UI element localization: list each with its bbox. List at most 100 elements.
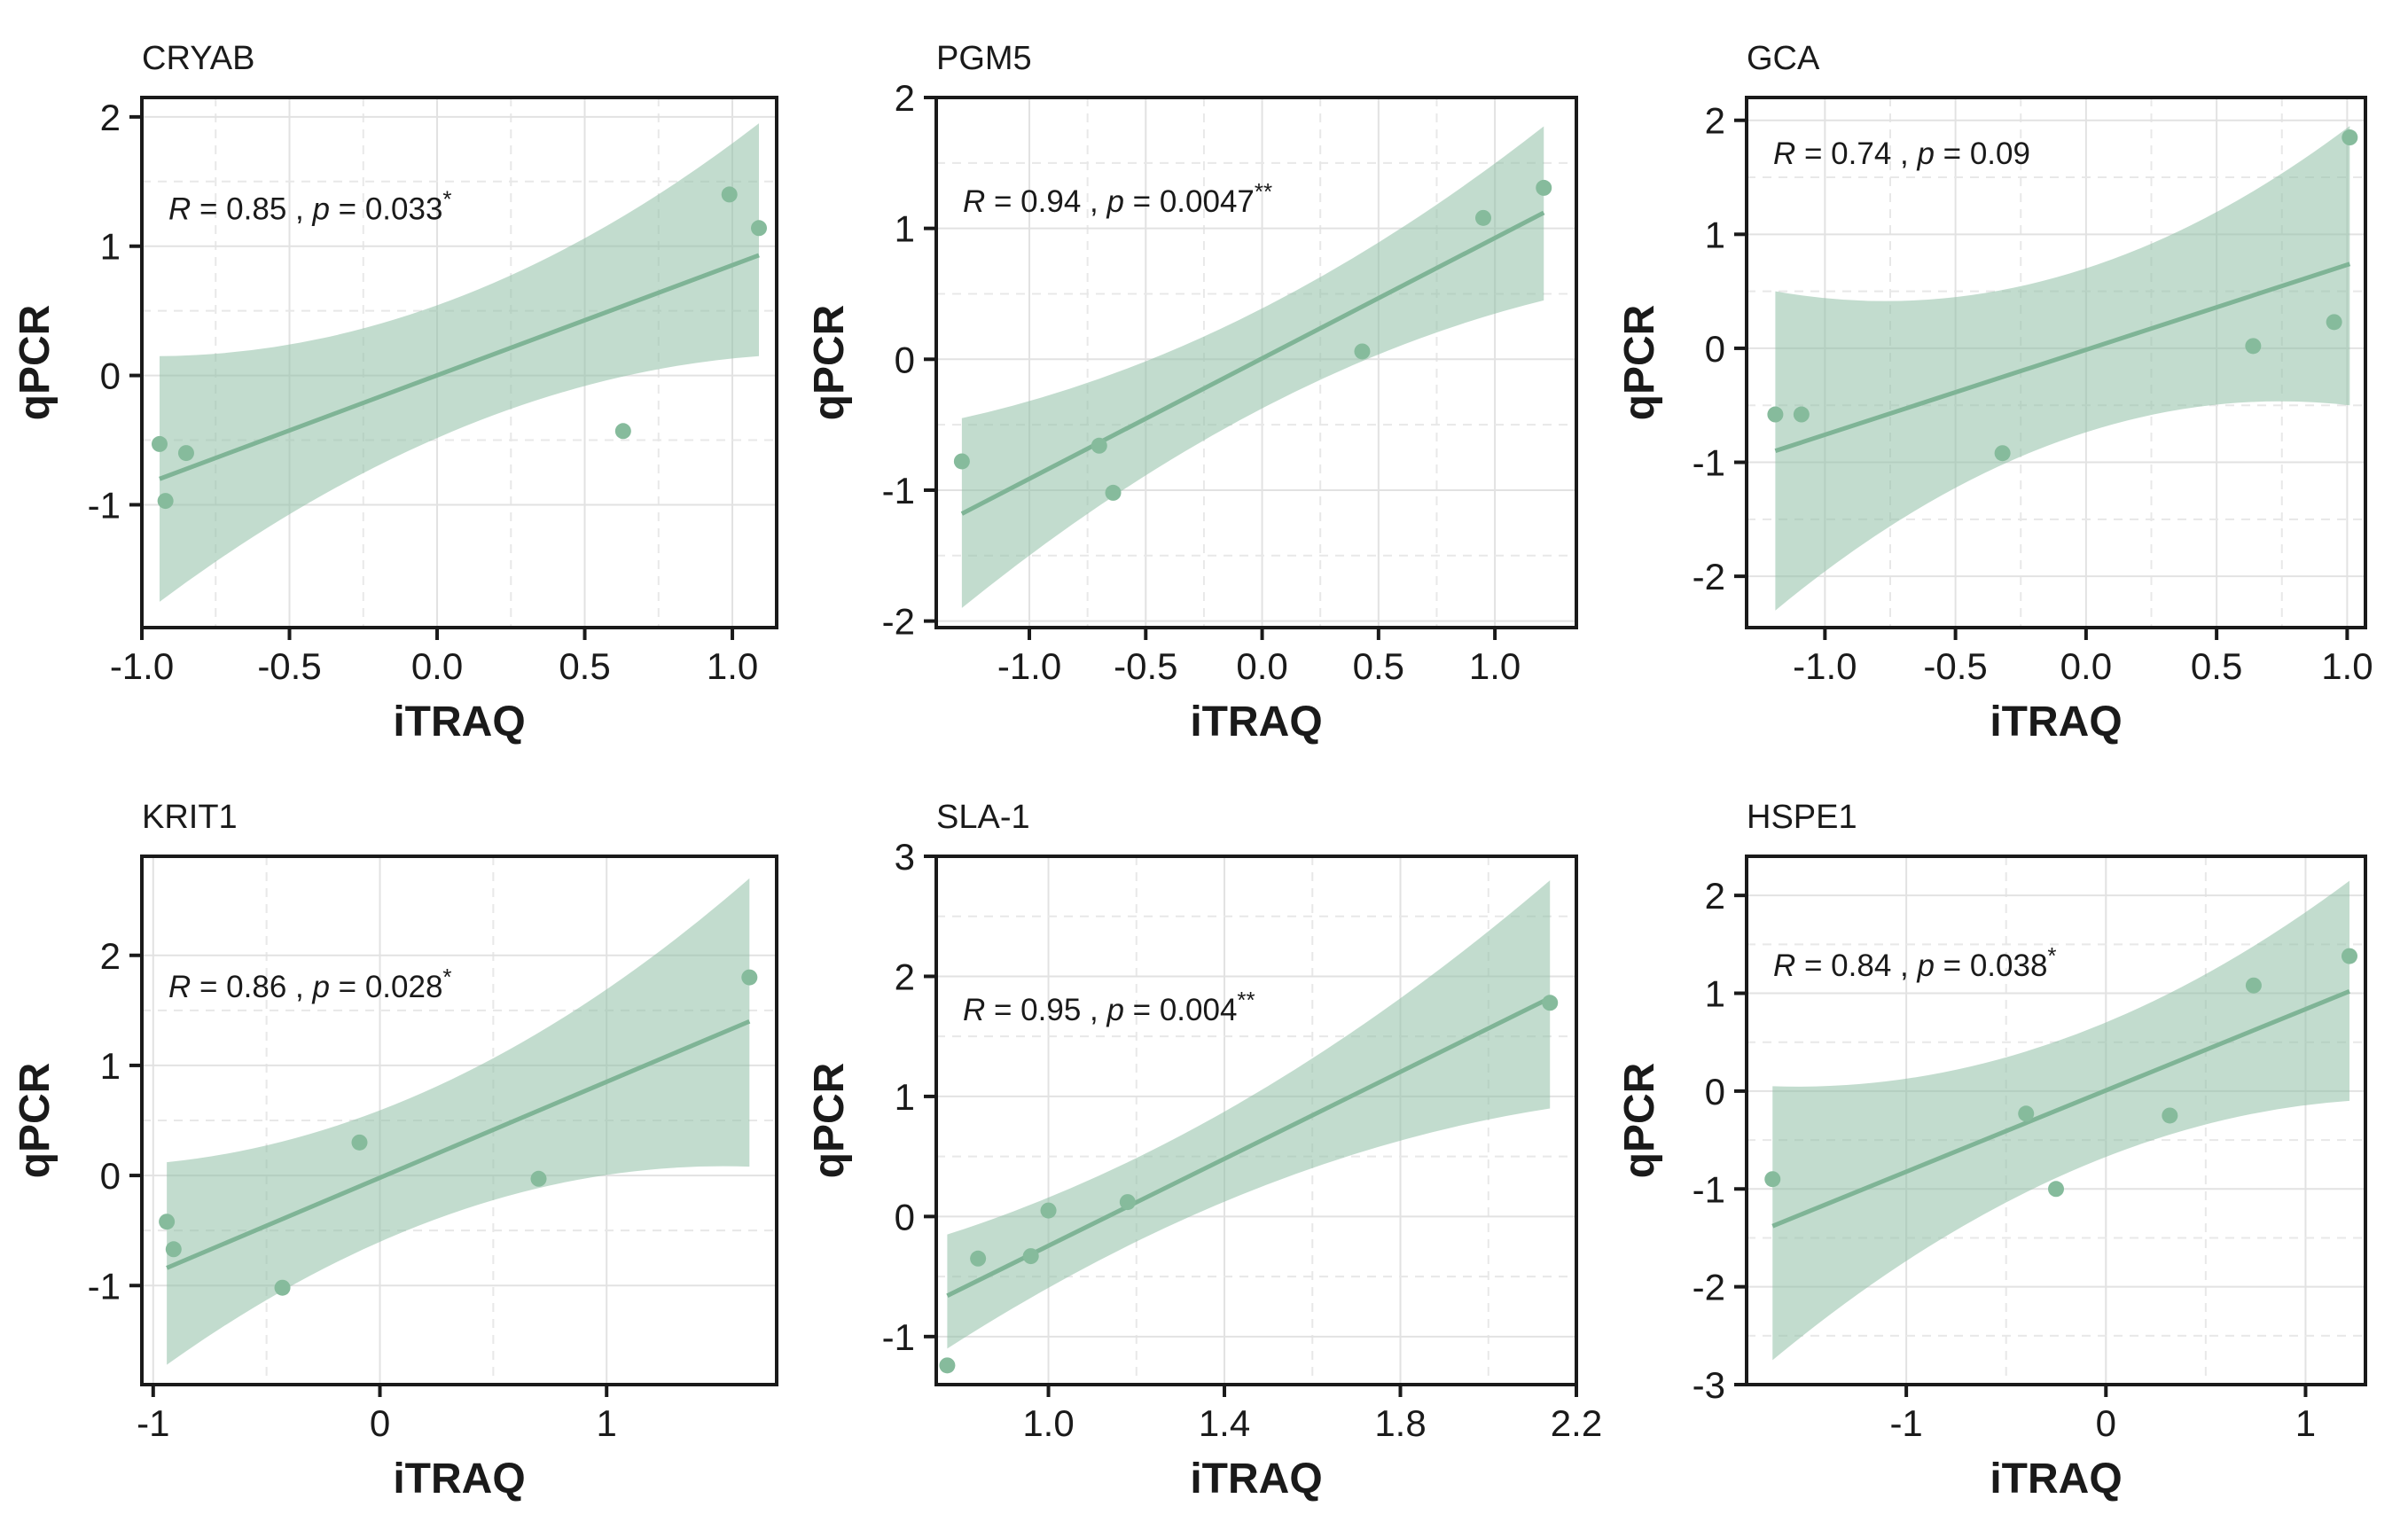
- data-point: [970, 1250, 987, 1267]
- plot-frame: [140, 96, 778, 629]
- x-tick-label: 1.0: [2321, 645, 2373, 687]
- y-tick-label: 2: [1705, 100, 1725, 142]
- data-point: [530, 1170, 547, 1187]
- data-point: [2048, 1181, 2064, 1198]
- y-axis-label: qPCR: [1616, 1063, 1663, 1179]
- y-tick-label: 0: [1705, 328, 1725, 370]
- correlation-annotation: R = 0.85 , p = 0.033*: [168, 186, 452, 227]
- x-tick-label: -1.0: [1793, 645, 1857, 687]
- regression-line: [159, 253, 760, 481]
- correlation-annotation: R = 0.94 , p = 0.0047**: [963, 178, 1272, 219]
- y-tick-label: -1: [1693, 1168, 1725, 1210]
- correlation-annotation: R = 0.74 , p = 0.09: [1773, 137, 2030, 171]
- confidence-band: [167, 878, 750, 1365]
- panel-GCA: -1.0 -0.5 0.0 0.5 1.0 -2 -1 0 1 2 GCA iTRAQ qPCR R = …: [1616, 40, 2373, 745]
- plot-frame: [934, 96, 1578, 629]
- x-tick-label: 0.5: [559, 645, 610, 687]
- plot-frame: [1745, 96, 2367, 629]
- x-tick-label: 0.0: [2060, 645, 2112, 687]
- data-point: [1994, 445, 2011, 462]
- data-point: [614, 423, 631, 440]
- correlation-annotation: R = 0.95 , p = 0.004**: [963, 987, 1255, 1027]
- x-tick-label: 0.0: [411, 645, 463, 687]
- regression-line: [960, 210, 1545, 516]
- data-point: [1767, 406, 1784, 423]
- y-tick-label: 2: [895, 77, 915, 119]
- panel-title: CRYAB: [142, 40, 254, 77]
- y-tick-label: 0: [100, 355, 121, 397]
- y-axis-label: qPCR: [806, 305, 853, 421]
- x-tick-label: -1.0: [997, 645, 1061, 687]
- data-point: [1354, 343, 1371, 360]
- x-tick-label: 1.8: [1374, 1402, 1426, 1444]
- data-point: [351, 1134, 368, 1151]
- confidence-band: [1772, 880, 2349, 1361]
- data-point: [1536, 179, 1552, 196]
- panel-PGM5: -1.0 -0.5 0.0 0.5 1.0 -2 -1 0 1 2 PGM5 iTRAQ qPCR R =…: [806, 40, 1578, 745]
- x-tick-label: 0.5: [1353, 645, 1404, 687]
- y-axis-label: qPCR: [12, 1063, 59, 1179]
- data-point: [1474, 209, 1491, 226]
- y-tick-label: 1: [1705, 214, 1725, 255]
- data-point: [2245, 338, 2262, 355]
- y-axis-label: qPCR: [1616, 305, 1663, 421]
- data-point: [151, 435, 168, 452]
- y-tick-label: 3: [895, 836, 915, 878]
- data-point: [1793, 406, 1810, 423]
- x-axis-label: iTRAQ: [393, 1456, 525, 1502]
- y-tick-label: -1: [882, 1316, 915, 1358]
- x-tick-label: -0.5: [1114, 645, 1177, 687]
- x-tick-label: 0: [2096, 1402, 2116, 1444]
- y-tick-label: -1: [88, 484, 121, 526]
- data-point: [2326, 314, 2342, 331]
- panel-HSPE1: -1 0 1 -3 -2 -1 0 1 2 HSPE1 iTRAQ qPCR R = 0.84 , p …: [1616, 799, 2367, 1502]
- regression-line: [1771, 988, 2350, 1229]
- x-tick-label: -1.0: [110, 645, 174, 687]
- x-tick-label: -0.5: [257, 645, 321, 687]
- correlation-annotation: R = 0.84 , p = 0.038*: [1773, 942, 2057, 983]
- y-tick-label: -1: [88, 1265, 121, 1307]
- y-tick-label: 1: [895, 208, 915, 250]
- data-point: [1091, 437, 1107, 454]
- x-tick-label: 1: [2295, 1402, 2316, 1444]
- data-point: [1542, 995, 1559, 1011]
- x-axis-label: iTRAQ: [1190, 1456, 1322, 1502]
- plot-frame: [140, 855, 778, 1386]
- data-point: [274, 1279, 291, 1296]
- panel-title: GCA: [1747, 40, 1820, 77]
- x-tick-label: 2.2: [1551, 1402, 1602, 1444]
- correlation-annotation: R = 0.86 , p = 0.028*: [168, 964, 452, 1004]
- y-tick-label: 1: [100, 226, 121, 268]
- y-tick-label: 0: [1705, 1071, 1725, 1112]
- confidence-band: [159, 123, 760, 602]
- data-point: [1119, 1194, 1136, 1211]
- y-tick-label: -1: [1693, 442, 1725, 484]
- x-tick-label: 1: [597, 1402, 617, 1444]
- data-point: [2341, 948, 2357, 964]
- data-point: [721, 186, 738, 203]
- data-point: [1022, 1248, 1039, 1265]
- plot-frame: [1745, 855, 2367, 1386]
- x-tick-label: 1.0: [1022, 1402, 1074, 1444]
- data-point: [157, 493, 174, 510]
- x-axis-label: iTRAQ: [1990, 699, 2122, 745]
- panel-title: SLA-1: [936, 799, 1030, 836]
- panel-CRYAB: -1.0 -0.5 0.0 0.5 1.0 -1 0 1 2 CRYAB iTRAQ qPCR R = …: [12, 40, 778, 745]
- y-tick-label: -2: [882, 601, 915, 643]
- data-point: [1105, 484, 1122, 501]
- y-tick-label: 1: [1705, 973, 1725, 1015]
- panel-SLA-1: 1.0 1.4 1.8 2.2 -1 0 1 2 3 SLA-1 iTRAQ qPCR R = 0.95…: [806, 799, 1602, 1502]
- data-point: [2245, 977, 2262, 994]
- x-tick-label: 0.5: [2191, 645, 2242, 687]
- data-point: [2162, 1107, 2178, 1124]
- confidence-band: [1775, 126, 2350, 611]
- x-tick-label: 1.0: [707, 645, 758, 687]
- y-tick-label: 1: [895, 1076, 915, 1118]
- data-point: [939, 1357, 956, 1374]
- y-tick-label: -3: [1693, 1364, 1725, 1406]
- data-point: [2018, 1105, 2035, 1122]
- x-tick-label: 1.0: [1469, 645, 1521, 687]
- y-tick-label: -1: [882, 470, 915, 511]
- data-point: [741, 969, 758, 986]
